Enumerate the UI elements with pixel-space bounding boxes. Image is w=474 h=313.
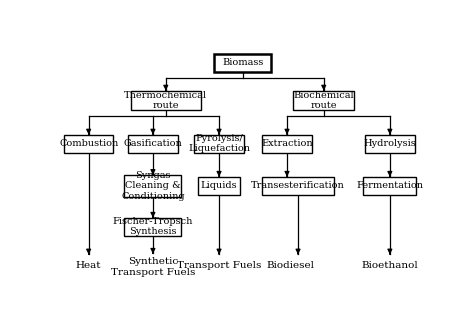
FancyBboxPatch shape xyxy=(198,177,240,195)
Text: Combustion: Combustion xyxy=(59,139,118,148)
FancyBboxPatch shape xyxy=(125,218,182,236)
FancyBboxPatch shape xyxy=(194,135,244,153)
FancyBboxPatch shape xyxy=(214,54,272,72)
Text: Synthetic
Transport Fuels: Synthetic Transport Fuels xyxy=(111,257,195,277)
Text: Bioethanol: Bioethanol xyxy=(362,261,418,270)
FancyBboxPatch shape xyxy=(64,135,113,153)
Text: Heat: Heat xyxy=(76,261,101,270)
FancyBboxPatch shape xyxy=(128,135,178,153)
Text: Hydrolysis: Hydrolysis xyxy=(364,139,416,148)
Text: Pyrolysis/
Liquefaction: Pyrolysis/ Liquefaction xyxy=(188,134,250,153)
FancyBboxPatch shape xyxy=(365,135,415,153)
FancyBboxPatch shape xyxy=(131,90,201,110)
FancyBboxPatch shape xyxy=(262,135,312,153)
FancyBboxPatch shape xyxy=(262,177,334,195)
Text: Biodiesel: Biodiesel xyxy=(267,261,315,270)
Text: Biomass: Biomass xyxy=(222,58,264,67)
FancyBboxPatch shape xyxy=(293,90,354,110)
FancyBboxPatch shape xyxy=(363,177,417,195)
Text: Transesterification: Transesterification xyxy=(251,181,345,190)
Text: Fischer-Tropsch
Synthesis: Fischer-Tropsch Synthesis xyxy=(113,217,193,236)
Text: Transport Fuels: Transport Fuels xyxy=(177,261,261,270)
Text: Syngas
Cleaning &
Conditioning: Syngas Cleaning & Conditioning xyxy=(121,171,185,201)
Text: Gasification: Gasification xyxy=(124,139,182,148)
Text: Biochemical
route: Biochemical route xyxy=(293,90,354,110)
Text: Thermochemical
route: Thermochemical route xyxy=(124,90,207,110)
FancyBboxPatch shape xyxy=(125,175,182,197)
Text: Fermentation: Fermentation xyxy=(356,181,423,190)
Text: Extraction: Extraction xyxy=(261,139,313,148)
Text: Liquids: Liquids xyxy=(201,181,237,190)
